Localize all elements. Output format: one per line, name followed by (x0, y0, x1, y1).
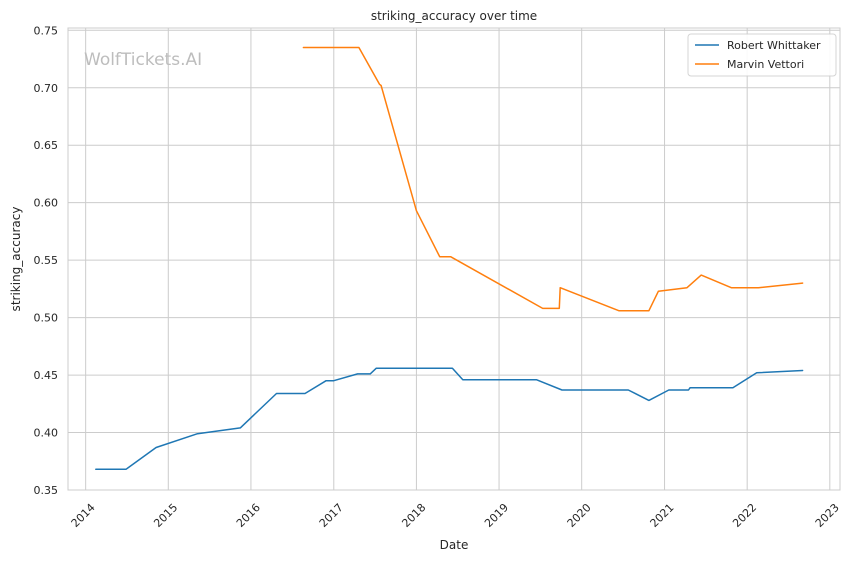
x-tick-label: 2016 (234, 501, 263, 530)
y-tick-label: 0.60 (34, 197, 59, 210)
legend-label-robert-whittaker: Robert Whittaker (727, 39, 821, 52)
y-tick-label: 0.75 (34, 24, 59, 37)
x-tick-label: 2022 (730, 501, 759, 530)
x-tick-label: 2014 (69, 501, 98, 530)
watermark-text: WolfTickets.AI (84, 50, 202, 70)
chart-title: striking_accuracy over time (371, 9, 537, 23)
y-axis-label: striking_accuracy (9, 207, 23, 312)
y-tick-label: 0.70 (34, 82, 59, 95)
y-tick-labels: 0.35 0.40 0.45 0.50 0.55 0.60 0.65 0.70 0.75 (34, 24, 59, 497)
y-tick-label: 0.50 (34, 312, 59, 325)
series-lines (95, 46, 804, 471)
x-tick-label: 2020 (565, 501, 594, 530)
x-tick-label: 2017 (317, 501, 346, 530)
y-tick-label: 0.65 (34, 139, 59, 152)
y-tick-label: 0.35 (34, 484, 59, 497)
x-tick-label: 2018 (399, 501, 428, 530)
x-tick-label: 2019 (482, 501, 511, 530)
legend-label-marvin-vettori: Marvin Vettori (727, 58, 804, 71)
x-tick-label: 2023 (813, 501, 842, 530)
y-tick-label: 0.40 (34, 427, 59, 440)
x-axis-label: Date (440, 538, 469, 552)
plot-frame (67, 27, 841, 491)
y-tick-label: 0.55 (34, 254, 59, 267)
x-tick-label: 2021 (648, 501, 677, 530)
series-line-marvin-vettori (302, 46, 804, 312)
legend: Robert Whittaker Marvin Vettori (687, 33, 837, 77)
x-tick-label: 2015 (151, 501, 180, 530)
series-line-robert-whittaker (95, 367, 804, 471)
legend-box (687, 33, 837, 77)
y-tick-label: 0.45 (34, 369, 59, 382)
x-tick-labels: 2014 2015 2016 2017 2018 2019 2020 2021 2022 2023 (69, 501, 842, 530)
